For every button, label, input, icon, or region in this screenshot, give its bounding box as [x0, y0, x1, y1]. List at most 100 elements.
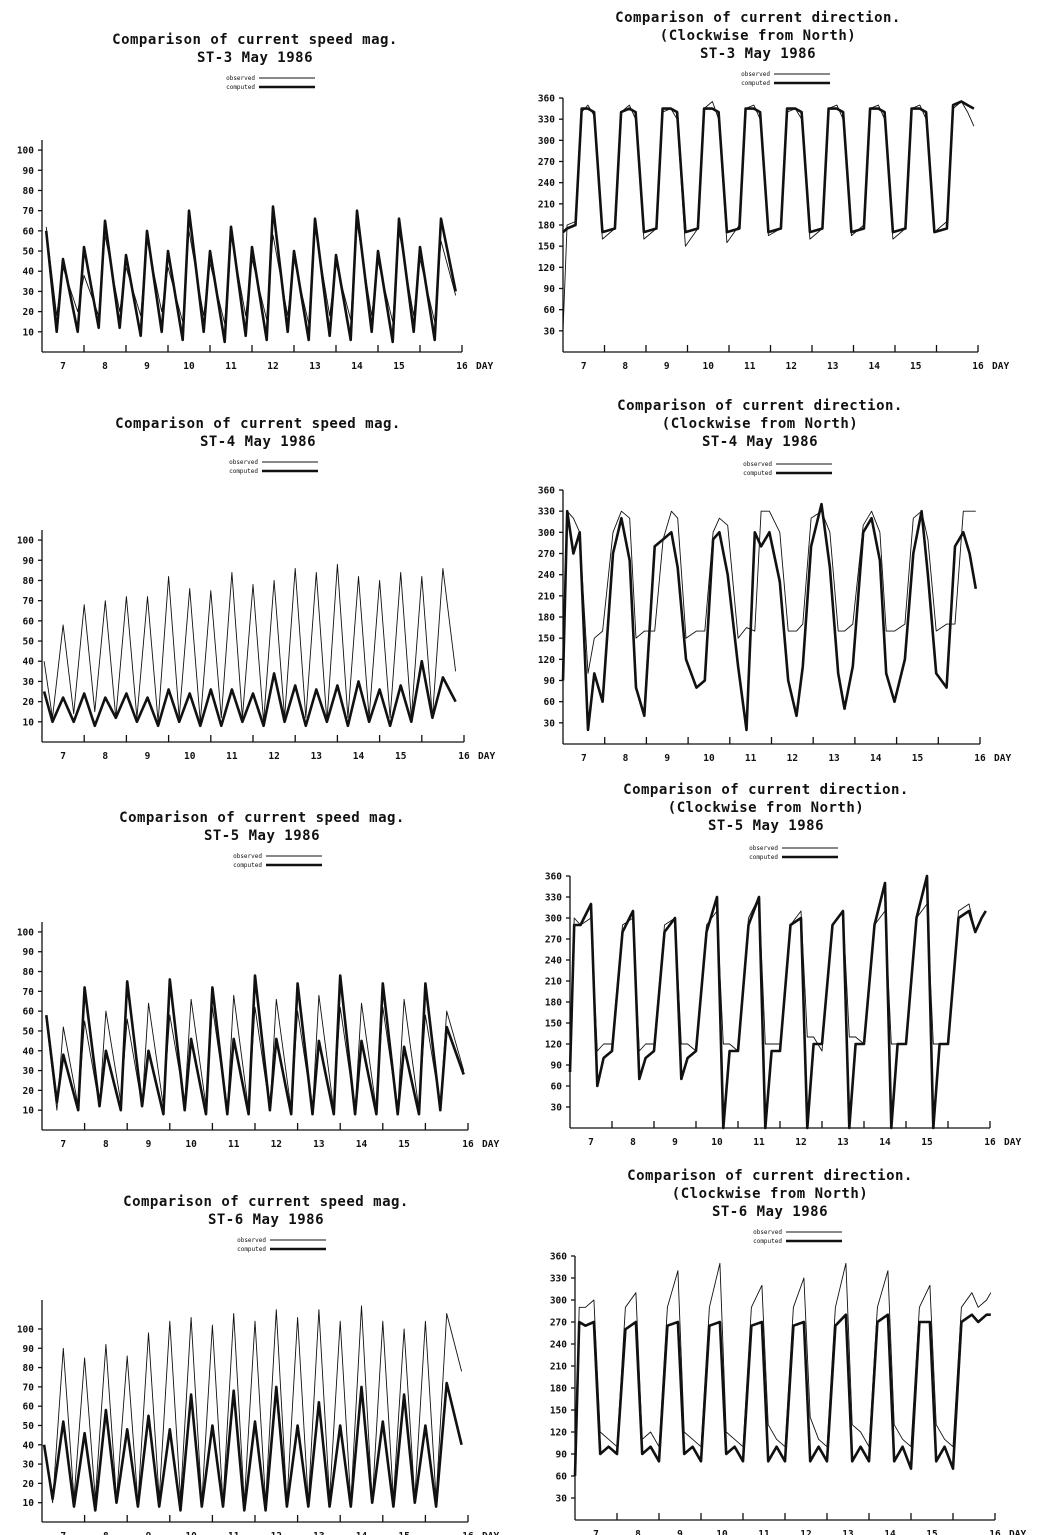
x-tick-label: 11	[758, 1529, 770, 1535]
y-tick-label: 10	[23, 1498, 35, 1509]
y-tick-label: 120	[545, 1040, 562, 1051]
y-tick-label: 50	[23, 1026, 35, 1037]
chart-title-line: Comparison of current direction.	[623, 782, 909, 798]
y-tick-label: 210	[538, 591, 555, 602]
y-tick-label: 150	[545, 1019, 562, 1030]
y-tick-label: 300	[538, 528, 555, 539]
x-tick-label: 15	[398, 1139, 410, 1150]
x-tick-label: 10	[703, 753, 715, 764]
x-tick-label: 9	[664, 361, 670, 372]
y-tick-label: 330	[538, 507, 555, 518]
chart-title-line: ST-3 May 1986	[197, 50, 313, 66]
legend: observed computed	[229, 459, 318, 475]
y-tick-label: 120	[538, 655, 555, 666]
legend-label-computed: computed	[237, 1246, 266, 1253]
legend-label-computed: computed	[233, 862, 262, 869]
legend: observed computed	[233, 853, 322, 869]
x-tick-label: 15	[921, 1137, 933, 1148]
y-tick-label: 30	[544, 718, 556, 729]
y-tick-label: 40	[23, 1046, 35, 1057]
y-tick-label: 70	[23, 1382, 35, 1393]
x-axis-label: DAY	[1009, 1529, 1026, 1535]
y-tick-label: 90	[544, 676, 556, 687]
y-tick-label: 90	[544, 284, 556, 295]
y-tick-label: 60	[551, 1082, 563, 1093]
x-tick-label: 7	[581, 753, 587, 764]
legend-label-observed: observed	[741, 71, 770, 78]
legend: observed computed	[237, 1237, 326, 1253]
legend-label-observed: observed	[237, 1237, 266, 1244]
legend: observed computed	[226, 75, 315, 91]
y-tick-label: 30	[23, 1460, 35, 1471]
x-tick-label: 10	[185, 1139, 197, 1150]
x-axis-label: DAY	[994, 753, 1011, 764]
x-tick-label: 8	[635, 1529, 641, 1535]
x-tick-label: 11	[745, 753, 757, 764]
chart-title-line: (Clockwise from North)	[672, 1186, 868, 1202]
y-tick-label: 30	[556, 1494, 568, 1505]
x-axis-label: DAY	[482, 1531, 499, 1535]
chart-title-line: Comparison of current speed mag.	[112, 32, 398, 48]
legend-label-computed: computed	[226, 84, 255, 91]
x-tick-label: 8	[623, 753, 629, 764]
x-tick-label: 14	[870, 753, 882, 764]
x-tick-label: 9	[145, 751, 151, 762]
series-line-computed	[42, 1381, 463, 1512]
y-tick-label: 30	[23, 1066, 35, 1077]
x-tick-label: 15	[912, 753, 924, 764]
chart-title-line: ST-6 May 1986	[208, 1212, 324, 1228]
chart-panel: Comparison of current speed mag. ST-3 May…	[17, 32, 494, 372]
chart-panel: Comparison of current speed mag. ST-5 May…	[17, 810, 500, 1150]
x-tick-label: 9	[677, 1529, 683, 1535]
y-tick-label: 100	[17, 1324, 34, 1335]
series-line-computed	[44, 205, 457, 344]
y-tick-label: 300	[538, 136, 555, 147]
x-tick-label: 12	[795, 1137, 806, 1148]
legend: observed computed	[741, 71, 830, 87]
legend-label-observed: observed	[743, 461, 772, 468]
y-tick-label: 210	[545, 977, 562, 988]
x-axis-label: DAY	[478, 751, 495, 762]
x-tick-label: 15	[393, 361, 405, 372]
legend-label-computed: computed	[749, 854, 778, 861]
chart-panel: Comparison of current direction. (Clockwi…	[545, 782, 1022, 1148]
legend-label-computed: computed	[743, 470, 772, 477]
y-tick-label: 80	[23, 1363, 35, 1374]
series-line-computed	[42, 659, 457, 728]
y-tick-label: 270	[550, 1318, 567, 1329]
chart-title-line: Comparison of current speed mag.	[123, 1194, 409, 1210]
x-tick-label: 16	[456, 361, 468, 372]
chart-title-line: ST-3 May 1986	[700, 46, 816, 62]
legend-label-observed: observed	[753, 1229, 782, 1236]
y-tick-label: 40	[23, 267, 35, 278]
x-tick-label: 12	[787, 753, 798, 764]
series-line-observed	[43, 563, 457, 723]
x-tick-label: 16	[462, 1531, 474, 1535]
legend: observed computed	[743, 461, 832, 477]
chart-panel: Comparison of current direction. (Clockwi…	[550, 1168, 1027, 1535]
y-tick-label: 210	[538, 199, 555, 210]
y-tick-label: 50	[23, 247, 35, 258]
series-line-computed	[573, 1313, 991, 1477]
y-tick-label: 10	[23, 717, 35, 728]
x-tick-label: 11	[228, 1139, 240, 1150]
y-tick-label: 60	[544, 305, 556, 316]
y-tick-label: 50	[23, 1421, 35, 1432]
y-tick-label: 100	[17, 927, 34, 938]
y-tick-label: 90	[556, 1450, 568, 1461]
y-tick-label: 70	[23, 206, 35, 217]
chart-panel: Comparison of current speed mag. ST-4 May…	[17, 416, 496, 762]
x-tick-label: 14	[351, 361, 363, 372]
x-tick-label: 16	[972, 361, 984, 372]
x-tick-label: 13	[313, 1531, 325, 1535]
x-tick-label: 8	[630, 1137, 636, 1148]
y-tick-label: 70	[23, 987, 35, 998]
x-tick-label: 8	[102, 751, 108, 762]
y-tick-label: 60	[23, 1402, 35, 1413]
legend-label-computed: computed	[229, 468, 258, 475]
y-tick-label: 270	[538, 549, 555, 560]
y-tick-label: 120	[538, 263, 555, 274]
x-tick-label: 16	[989, 1529, 1001, 1535]
x-tick-label: 7	[581, 361, 587, 372]
